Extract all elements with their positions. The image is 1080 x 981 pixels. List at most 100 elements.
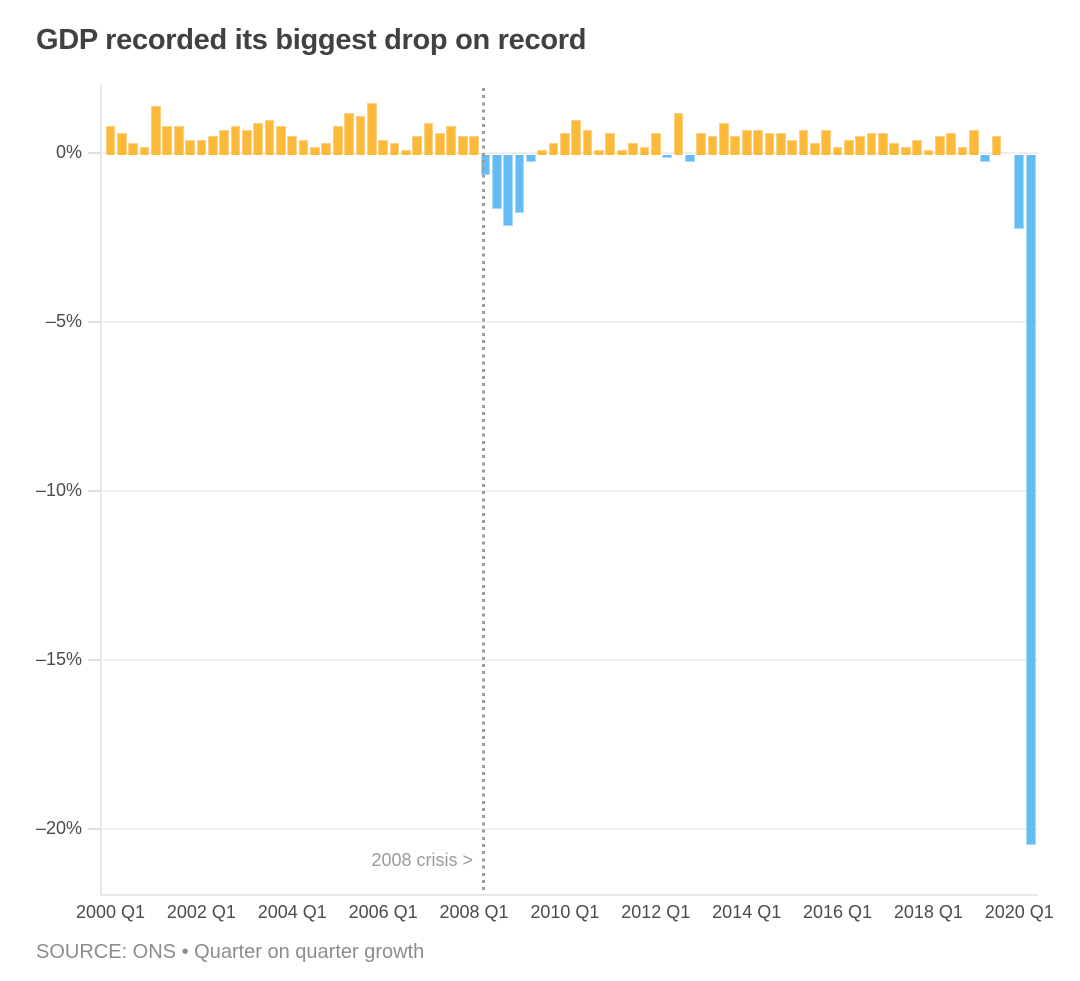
bar-2016-Q4 xyxy=(866,133,877,156)
bar-2017-Q3 xyxy=(900,146,911,156)
bar-2016-Q1 xyxy=(832,146,843,156)
y-tick-mark xyxy=(88,321,101,324)
bar-2000-Q3 xyxy=(128,143,139,156)
bar-2015-Q1 xyxy=(787,139,797,156)
x-axis-label: 2010 Q1 xyxy=(530,902,600,922)
x-axis-label: 2012 Q1 xyxy=(621,902,691,922)
bar-2019-Q1 xyxy=(969,129,979,156)
bar-2018-Q3 xyxy=(946,133,956,156)
bar-2012-Q2 xyxy=(662,155,672,159)
bar-2007-Q4 xyxy=(457,136,468,156)
x-axis-label: 2020 Q1 xyxy=(984,902,1054,922)
bar-2003-Q2 xyxy=(253,122,264,156)
crisis-divider-line xyxy=(482,88,485,893)
bar-2015-Q3 xyxy=(809,143,820,156)
bar-2010-Q1 xyxy=(560,133,570,156)
bar-2001-Q2 xyxy=(162,126,173,156)
bar-2014-Q2 xyxy=(753,129,763,156)
bar-2013-Q2 xyxy=(707,136,718,156)
bar-2005-Q1 xyxy=(332,126,343,156)
bar-2003-Q4 xyxy=(276,126,286,156)
bar-2009-Q2 xyxy=(525,155,536,162)
bar-2016-Q2 xyxy=(844,139,854,156)
bar-2011-Q2 xyxy=(616,149,627,156)
y-tick-mark xyxy=(88,490,101,493)
x-axis-label: 2014 Q1 xyxy=(712,902,782,922)
y-axis-label: –20% xyxy=(35,818,82,839)
bar-2010-Q3 xyxy=(582,129,593,156)
bar-2019-Q3 xyxy=(991,136,1002,156)
y-axis-label: 0% xyxy=(55,142,82,163)
bar-2010-Q4 xyxy=(594,149,604,156)
bar-2000-Q1 xyxy=(105,126,116,156)
y-tick-mark xyxy=(88,828,101,831)
bar-2006-Q4 xyxy=(412,136,423,156)
y-tick-mark xyxy=(88,152,101,155)
bar-2005-Q3 xyxy=(355,116,366,156)
gridline-–10% xyxy=(101,490,1038,493)
bar-2012-Q3 xyxy=(673,112,684,156)
bar-2013-Q4 xyxy=(730,136,741,156)
bar-2004-Q2 xyxy=(298,139,309,156)
bar-2020-Q1 xyxy=(1014,155,1025,230)
bar-2001-Q1 xyxy=(151,106,161,156)
gridline-–15% xyxy=(101,659,1038,662)
bar-2018-Q2 xyxy=(934,136,945,156)
bar-2012-Q1 xyxy=(650,133,661,156)
bar-2006-Q2 xyxy=(389,143,400,156)
bar-2011-Q3 xyxy=(628,143,638,156)
source-caption: SOURCE: ONS • Quarter on quarter growth xyxy=(36,941,425,963)
crisis-annotation: 2008 crisis > xyxy=(371,850,473,870)
bar-2002-Q1 xyxy=(196,139,207,156)
bar-2020-Q2 xyxy=(1025,155,1036,845)
bar-2000-Q4 xyxy=(139,146,150,156)
y-tick-mark xyxy=(88,659,101,662)
bar-2017-Q1 xyxy=(878,133,888,156)
bar-2017-Q2 xyxy=(889,143,900,156)
bar-2013-Q3 xyxy=(719,122,729,156)
bar-2011-Q4 xyxy=(639,146,650,156)
bar-2005-Q4 xyxy=(366,102,377,156)
bar-2000-Q2 xyxy=(117,133,127,156)
bar-2011-Q1 xyxy=(605,133,616,156)
x-axis-label: 2002 Q1 xyxy=(166,902,236,922)
bar-2006-Q3 xyxy=(401,149,411,156)
bar-2009-Q3 xyxy=(537,149,548,156)
x-axis-label: 2000 Q1 xyxy=(75,902,146,922)
bar-2002-Q3 xyxy=(219,129,229,156)
bar-2014-Q1 xyxy=(741,129,752,156)
y-axis-label: –15% xyxy=(35,649,82,670)
bar-2003-Q3 xyxy=(264,119,275,156)
bar-2002-Q2 xyxy=(207,136,218,156)
x-axis-label: 2006 Q1 xyxy=(348,902,418,922)
bar-2008-Q3 xyxy=(491,155,502,210)
bar-2018-Q4 xyxy=(957,146,968,156)
bar-2018-Q1 xyxy=(923,149,934,156)
bar-2013-Q1 xyxy=(696,133,707,156)
bar-2019-Q2 xyxy=(980,155,991,162)
x-axis-label: 2018 Q1 xyxy=(893,902,963,922)
bar-2009-Q1 xyxy=(514,155,525,213)
bar-2005-Q2 xyxy=(344,112,354,156)
x-axis-label: 2004 Q1 xyxy=(257,902,327,922)
bar-2015-Q4 xyxy=(821,129,832,156)
bar-2006-Q1 xyxy=(378,139,388,156)
chart-title: GDP recorded its biggest drop on record xyxy=(36,24,587,56)
x-axis-label: 2016 Q1 xyxy=(802,902,873,922)
bar-2003-Q1 xyxy=(241,129,252,156)
y-axis-label: –10% xyxy=(35,480,82,501)
bar-2017-Q4 xyxy=(912,139,922,156)
bar-2008-Q4 xyxy=(503,155,513,226)
bar-2001-Q3 xyxy=(173,126,184,156)
x-axis-label: 2008 Q1 xyxy=(439,902,509,922)
bar-2009-Q4 xyxy=(548,143,559,156)
y-axis-label: –5% xyxy=(45,311,82,332)
bar-2004-Q4 xyxy=(321,143,332,156)
bar-2007-Q1 xyxy=(423,122,434,156)
bar-2012-Q4 xyxy=(685,155,695,162)
gridline-–5% xyxy=(101,321,1038,324)
x-axis-line xyxy=(100,894,1038,896)
bar-2015-Q2 xyxy=(798,129,809,156)
bar-2001-Q4 xyxy=(185,139,195,156)
